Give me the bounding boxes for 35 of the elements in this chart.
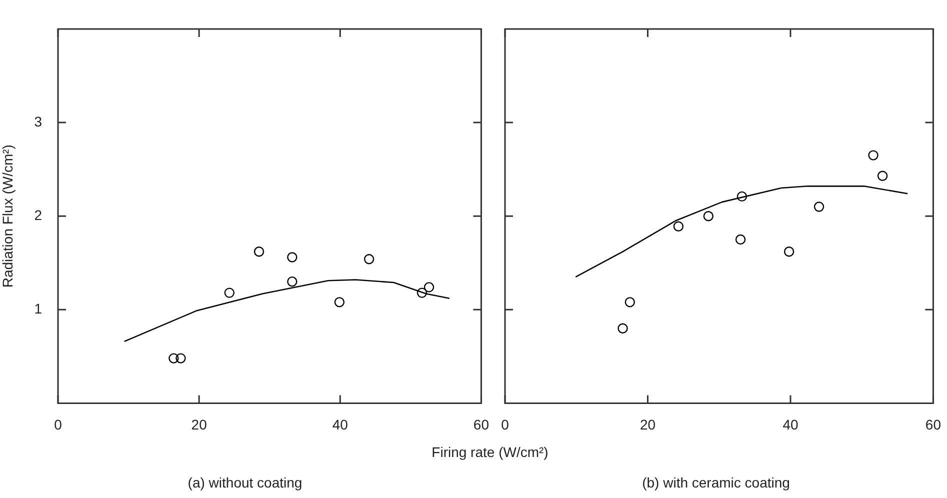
x-tick-label: 0 — [501, 416, 510, 432]
point — [168, 353, 179, 364]
point — [287, 252, 298, 262]
point — [736, 191, 748, 202]
point — [287, 276, 298, 287]
x-tick-label: 40 — [782, 416, 798, 432]
point — [784, 246, 794, 257]
point — [735, 234, 746, 245]
text: (a) without coating — [188, 474, 302, 490]
text: (b) with ceramic coating — [642, 474, 790, 490]
x-tick-label: 20 — [191, 416, 208, 432]
y-tick-label: 3 — [34, 113, 42, 130]
point — [673, 221, 684, 232]
y-tick-label: 1 — [34, 300, 42, 317]
point — [814, 202, 824, 212]
x-tick-label: 60 — [473, 416, 490, 432]
point — [703, 211, 714, 222]
x-axis-title: Firing rate (W/cm²) — [430, 444, 550, 460]
point — [624, 297, 635, 308]
y-axis-title: Radiation Flux (W/cm²) — [0, 144, 16, 288]
x-tick-label: 20 — [640, 416, 656, 432]
point — [416, 288, 428, 298]
point — [334, 297, 345, 308]
point — [618, 323, 628, 334]
point — [254, 246, 264, 257]
y-tick-label: 2 — [34, 206, 42, 223]
point — [176, 353, 186, 364]
point — [868, 150, 878, 160]
point — [224, 288, 234, 298]
x-tick-label: 40 — [332, 416, 348, 432]
point — [424, 282, 434, 292]
point — [877, 170, 888, 181]
x-tick-label: 0 — [54, 416, 62, 432]
point — [364, 254, 374, 264]
x-tick-label: 60 — [925, 416, 942, 432]
